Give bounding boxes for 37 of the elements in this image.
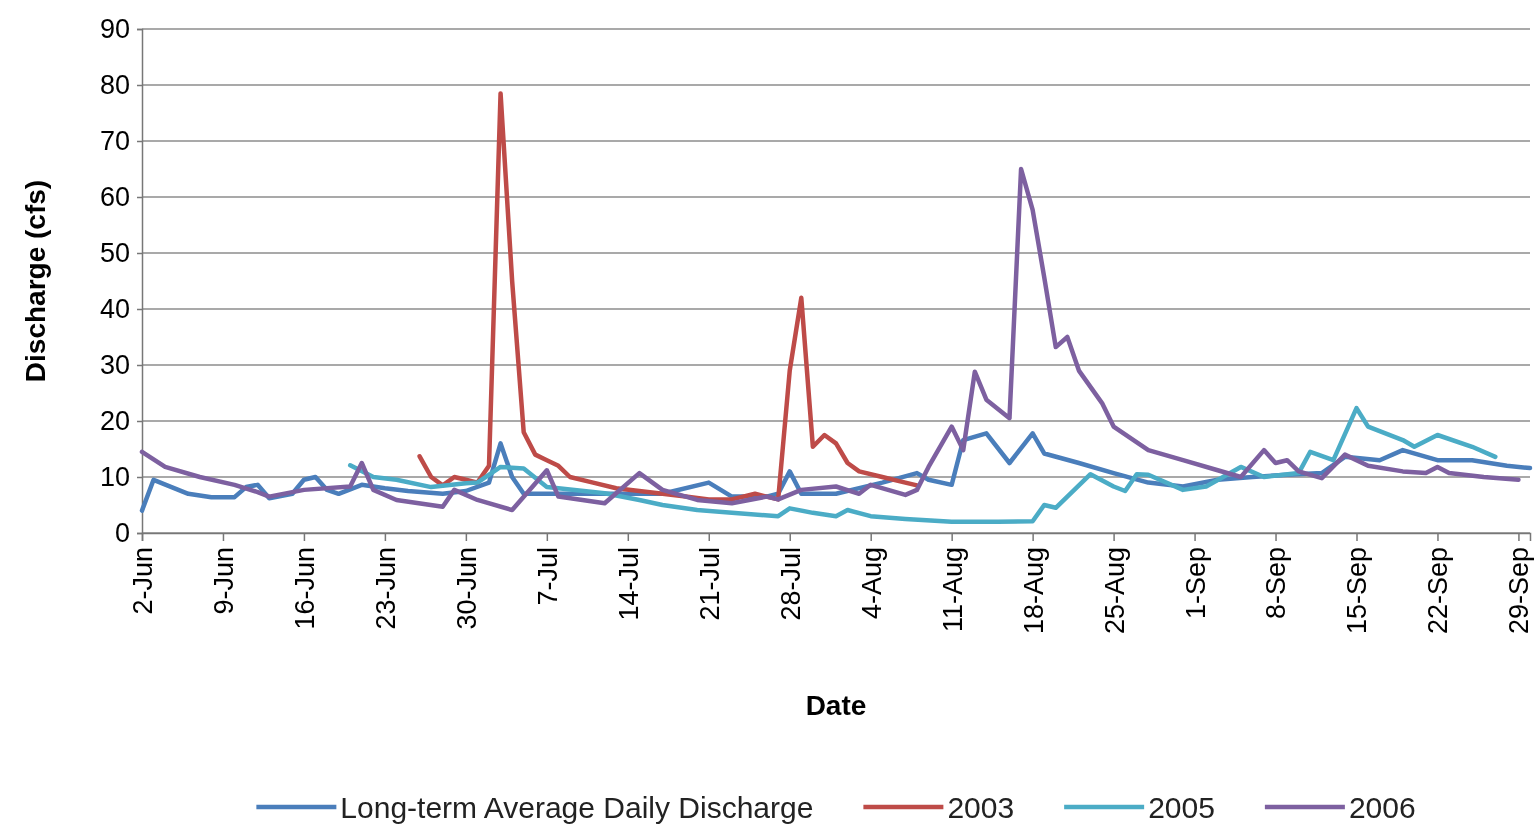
x-tick-label: 8-Sep [1261, 547, 1292, 620]
y-tick-label: 70 [99, 126, 130, 157]
line-series [139, 166, 1521, 513]
y-tick-label: 80 [99, 70, 130, 101]
x-tick-label: 21-Jul [694, 547, 725, 621]
y-tick-label: 10 [99, 462, 130, 493]
x-tick-label: 30-Jun [451, 547, 482, 630]
legend-label: 2006 [1348, 790, 1416, 824]
y-tick-label: 30 [99, 350, 130, 381]
x-tick-label: 22-Sep [1423, 547, 1454, 635]
x-tick-label: 18-Aug [1018, 547, 1049, 635]
y-tick-label: 90 [99, 14, 130, 45]
x-tick-label: 28-Jul [775, 547, 806, 621]
legend-label: 2003 [947, 790, 1015, 824]
y-tick-label: 0 [114, 518, 130, 549]
x-tick-label: 11-Aug [937, 547, 968, 633]
legend-label: 2005 [1148, 790, 1215, 824]
x-tick-label: 4-Aug [856, 547, 887, 620]
x-tick-label: 14-Jul [613, 547, 644, 621]
y-tick-label: 50 [99, 238, 130, 269]
legend-label: Long-term Average Daily Discharge [340, 790, 814, 824]
x-tick-label: 2-Jun [127, 547, 158, 615]
x-tick-label: 23-Jun [370, 547, 401, 630]
y-axis-title: Discharge (cfs) [20, 179, 51, 383]
y-tick-label: 20 [99, 406, 130, 437]
x-tick-label: 9-Jun [208, 547, 239, 615]
line-series [417, 91, 920, 502]
x-tick-label: 7-Jul [532, 547, 563, 606]
x-tick-label: 25-Aug [1099, 547, 1130, 635]
x-tick-label: 1-Sep [1180, 547, 1211, 620]
x-tick-label: 29-Sep [1504, 547, 1535, 635]
x-tick-label: 16-Jun [289, 547, 320, 630]
line-series [347, 405, 1498, 525]
y-tick-label: 60 [99, 182, 130, 213]
x-tick-label: 15-Sep [1342, 547, 1373, 635]
x-axis-title: Date [805, 690, 867, 721]
y-tick-label: 40 [99, 294, 130, 325]
